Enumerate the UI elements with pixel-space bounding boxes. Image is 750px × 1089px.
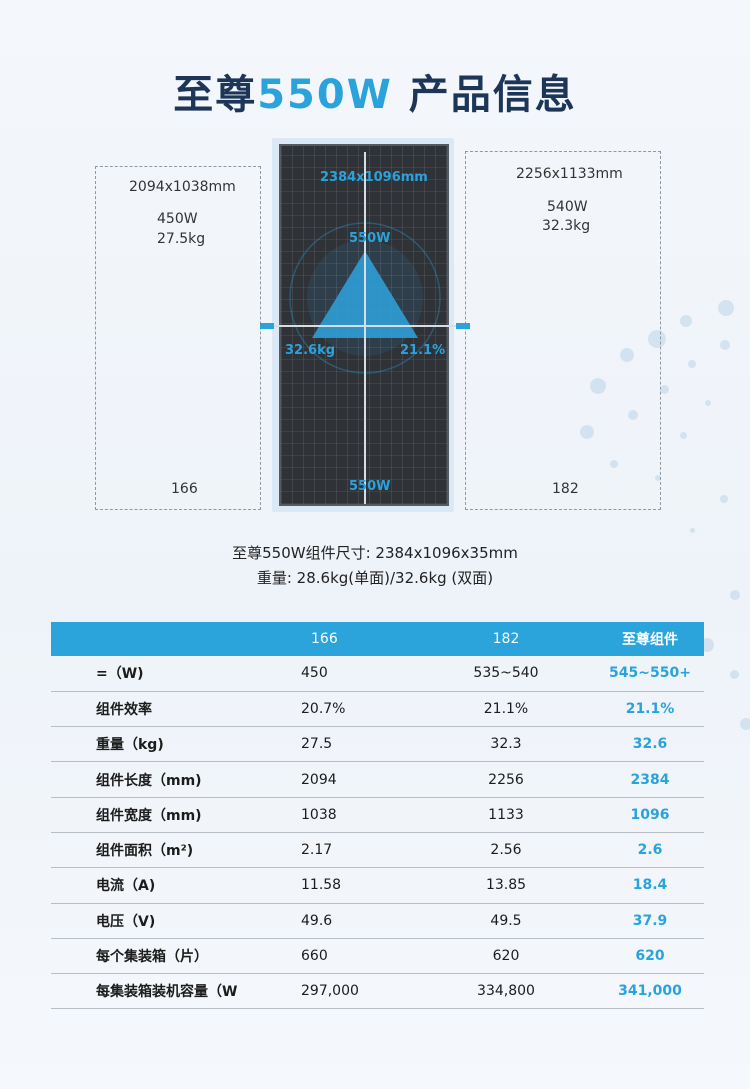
caption-dimensions: 至尊550W组件尺寸: 2384x1096x35mm [232,544,518,562]
row-label: 组件面积（m²) [51,832,241,869]
table-row: 电压（V) 49.6 49.5 37.9 [51,903,704,939]
cell-182: 2256 [416,761,596,798]
cell-166: 297,000 [241,973,416,1010]
table-row: 组件面积（m²) 2.17 2.56 2.6 [51,832,704,869]
page-title: 至尊550W 产品信息 [0,62,750,120]
cell-182: 2.56 [416,832,596,869]
size-182: 2256x1133mm [516,166,623,182]
row-label: 组件长度（mm) [51,761,241,798]
table-row: 组件宽度（mm) 1038 1133 1096 [51,797,704,833]
center-efficiency-label: 21.1% [400,343,446,358]
weight-182: 32.3kg [542,218,591,234]
center-power-label: 550W [349,231,391,246]
header-166: 166 [241,622,416,656]
power-182: 540W [547,199,588,215]
cell-182: 620 [416,938,596,975]
panel-overlay-graphic [260,152,470,504]
cell-premium: 2384 [596,761,704,798]
caption-weight: 重量: 28.6kg(单面)/32.6kg (双面) [256,569,494,587]
cell-premium: 545~550+ [596,656,704,692]
cell-premium: 1096 [596,797,704,833]
row-label: 每个集装箱（片） [51,938,241,975]
cell-182: 13.85 [416,867,596,904]
center-weight-label: 32.6kg [285,343,336,358]
table-row: 组件长度（mm) 2094 2256 2384 [51,761,704,798]
cell-182: 334,800 [416,973,596,1010]
cell-premium: 18.4 [596,867,704,904]
cell-166: 450 [241,656,416,692]
cell-166: 27.5 [241,726,416,763]
cell-182: 1133 [416,797,596,833]
center-bottom-power-label: 550W [349,479,391,494]
model-166: 166 [171,481,198,497]
table-row: 重量（kg) 27.5 32.3 32.6 [51,726,704,763]
cell-166: 49.6 [241,903,416,939]
row-label: 组件效率 [51,691,241,728]
cell-182: 49.5 [416,903,596,939]
cell-premium: 37.9 [596,903,704,939]
header-182: 182 [416,622,596,656]
cell-premium: 341,000 [596,973,704,1010]
table-row: 每个集装箱（片） 660 620 620 [51,938,704,975]
cell-premium: 21.1% [596,691,704,728]
power-166: 450W [157,211,198,227]
decorative-dots [580,260,750,760]
left-arrow-icon [260,323,274,329]
header-empty [51,622,241,656]
cell-166: 1038 [241,797,416,833]
title-highlight: 550W [257,72,393,118]
table-header-row: 166 182 至尊组件 [51,622,704,656]
spec-table: 166 182 至尊组件 =（W) 450 535~540 545~550+ 组… [51,622,704,1010]
row-label: 组件宽度（mm) [51,797,241,833]
header-premium: 至尊组件 [596,622,704,656]
table-row: =（W) 450 535~540 545~550+ [51,656,704,692]
cell-premium: 620 [596,938,704,975]
row-label: 重量（kg) [51,726,241,763]
table-row: 组件效率 20.7% 21.1% 21.1% [51,691,704,728]
cell-premium: 2.6 [596,832,704,869]
cell-182: 535~540 [416,656,596,692]
model-182: 182 [552,481,579,497]
center-size-label: 2384x1096mm [320,170,428,185]
title-suffix: 产品信息 [408,72,577,118]
row-label: =（W) [51,656,241,692]
panel-166-outline: 2094x1038mm 450W 27.5kg 166 [95,166,261,510]
table-row: 电流（A) 11.58 13.85 18.4 [51,867,704,904]
row-label: 每集装箱装机容量（W [51,973,241,1010]
table-row: 每集装箱装机容量（W 297,000 334,800 341,000 [51,973,704,1010]
row-label: 电流（A) [51,867,241,904]
cell-166: 660 [241,938,416,975]
row-label: 电压（V) [51,903,241,939]
cell-166: 11.58 [241,867,416,904]
cell-166: 2094 [241,761,416,798]
weight-166: 27.5kg [157,231,206,247]
panel-182-outline: 2256x1133mm 540W 32.3kg 182 [465,151,661,510]
cell-182: 32.3 [416,726,596,763]
size-166: 2094x1038mm [129,179,236,195]
cell-premium: 32.6 [596,726,704,763]
cell-166: 2.17 [241,832,416,869]
cell-182: 21.1% [416,691,596,728]
cell-166: 20.7% [241,691,416,728]
right-arrow-icon [456,323,470,329]
title-prefix: 至尊 [173,72,258,118]
